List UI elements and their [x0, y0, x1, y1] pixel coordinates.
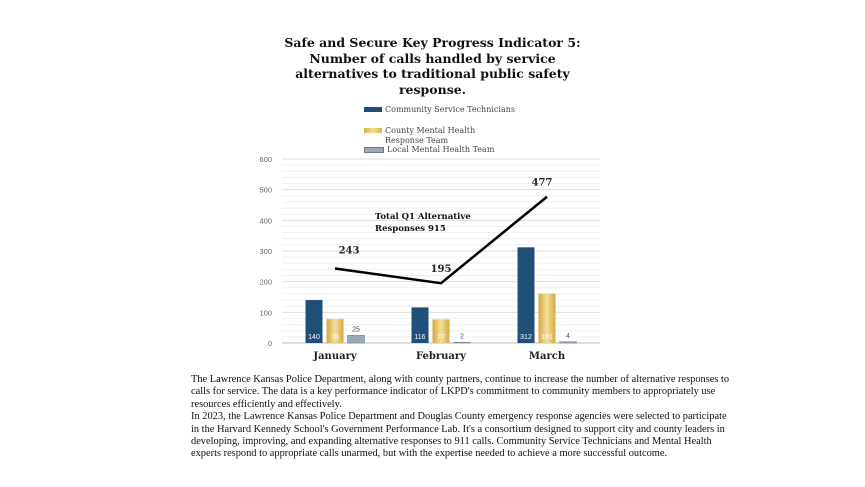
legend-label: Community Service Technicians: [385, 105, 515, 114]
bar-community-service-technicians: [411, 307, 429, 343]
x-tick-label: March: [529, 351, 566, 362]
bar-county-mental-health-response-team: [538, 293, 556, 343]
legend-swatch: [364, 147, 384, 153]
bar-local-mental-health-team: [559, 341, 577, 344]
legend-swatch: [364, 107, 382, 112]
data-label: 312: [520, 334, 532, 341]
legend-item-county: County Mental Health Response Team: [364, 126, 514, 146]
bar-local-mental-health-team: [347, 335, 365, 344]
chart-title: Safe and Secure Key Progress Indicator 5…: [284, 35, 581, 97]
data-label: 2: [460, 333, 464, 340]
y-tick-label: 400: [259, 216, 272, 225]
y-tick-label: 200: [259, 278, 272, 287]
description-paragraph-2: In 2023, the Lawrence Kansas Police Depa…: [191, 411, 727, 460]
total-label: 477: [532, 178, 553, 189]
description: The Lawrence Kansas Police Department, a…: [191, 374, 731, 461]
bar-county-mental-health-response-team: [326, 319, 344, 343]
data-label: 140: [308, 334, 320, 341]
data-label: 78: [331, 334, 339, 341]
bar-community-service-technicians: [517, 247, 535, 343]
total-label: 243: [339, 245, 360, 256]
description-paragraph-1: The Lawrence Kansas Police Department, a…: [191, 374, 730, 410]
legend-swatch: [364, 128, 382, 133]
total-label: 195: [431, 264, 452, 275]
y-tick-label: 0: [268, 339, 272, 348]
y-tick-label: 600: [259, 155, 272, 164]
x-tick-label: January: [312, 351, 358, 362]
legend-label: Local Mental Health Team: [387, 145, 495, 154]
bar-county-mental-health-response-team: [432, 319, 450, 343]
bar-local-mental-health-team: [453, 342, 471, 344]
legend-item-local: Local Mental Health Team: [364, 145, 524, 155]
data-label: 161: [541, 334, 553, 341]
y-tick-label: 300: [259, 247, 272, 256]
data-label: 77: [437, 334, 445, 341]
annotation-line-1: Total Q1 Alternative: [375, 212, 471, 222]
legend-label: County Mental Health Response Team: [385, 126, 476, 145]
data-label: 4: [566, 333, 570, 340]
data-label: 116: [414, 334, 425, 341]
bar-community-service-technicians: [305, 300, 323, 343]
data-label: 25: [352, 326, 360, 333]
y-tick-label: 500: [259, 186, 272, 195]
legend-item-cst: Community Service Technicians: [364, 105, 524, 115]
y-tick-label: 100: [259, 308, 272, 317]
annotation-line-2: Responses 915: [375, 224, 446, 234]
total-line: [334, 195, 548, 285]
x-tick-label: February: [416, 351, 467, 362]
